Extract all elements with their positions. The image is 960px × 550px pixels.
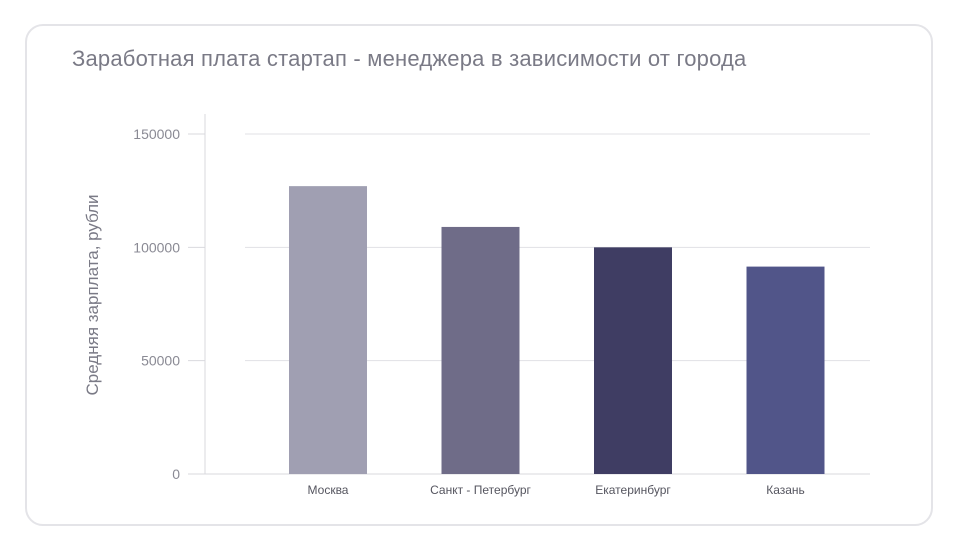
y-tick-label: 0 [172,466,180,482]
bar [441,226,520,474]
y-tick-labels: 0 50000 100000 150000 [133,126,180,482]
chart-title: Заработная плата стартап - менеджера в з… [72,46,747,71]
x-tick-label: Екатеринбург [595,483,671,497]
y-tick-label: 150000 [133,126,180,142]
x-tick-labels: Москва Санкт - Петербург Екатеринбург Казан… [308,483,805,497]
x-tick-label: Санкт - Петербург [430,483,531,497]
bars [289,186,825,474]
y-tick-label: 50000 [141,353,180,369]
x-tick-label: Казань [766,483,805,497]
bar [594,247,672,474]
y-axis-label: Средняя зарплата, рубли [83,194,102,395]
bar [746,266,825,474]
bar [289,186,367,474]
y-tick-label: 100000 [133,239,180,255]
x-tick-label: Москва [308,483,349,497]
